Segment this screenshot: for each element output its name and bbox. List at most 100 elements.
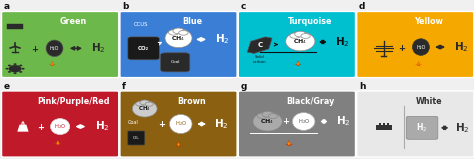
Text: H$_2$: H$_2$ — [416, 122, 428, 134]
Text: CH$_4$: CH$_4$ — [138, 104, 151, 113]
FancyBboxPatch shape — [1, 91, 119, 157]
Text: Pink/Purple/Red: Pink/Purple/Red — [37, 97, 110, 106]
Ellipse shape — [46, 40, 63, 57]
Ellipse shape — [8, 65, 11, 66]
Ellipse shape — [292, 113, 315, 130]
FancyBboxPatch shape — [356, 11, 474, 78]
Text: Coal: Coal — [170, 60, 180, 64]
Text: H$_2$: H$_2$ — [454, 40, 469, 54]
Text: H$_2$O: H$_2$O — [54, 122, 66, 131]
Ellipse shape — [268, 114, 277, 118]
Text: +: + — [282, 117, 289, 126]
Polygon shape — [18, 125, 28, 132]
Text: CH$_4$: CH$_4$ — [293, 37, 308, 46]
Text: +: + — [31, 45, 38, 54]
Bar — [379, 123, 381, 125]
Polygon shape — [297, 62, 300, 66]
Text: H$_2$: H$_2$ — [214, 117, 228, 131]
Ellipse shape — [22, 68, 25, 70]
FancyBboxPatch shape — [238, 11, 356, 78]
Ellipse shape — [262, 111, 273, 117]
Ellipse shape — [170, 114, 192, 134]
Text: H$_2$: H$_2$ — [335, 35, 349, 49]
Text: OIL: OIL — [133, 136, 139, 140]
Text: g: g — [240, 82, 247, 91]
Polygon shape — [418, 62, 420, 66]
Text: CCUS: CCUS — [134, 22, 148, 27]
Text: H$_2$: H$_2$ — [215, 33, 230, 46]
Text: H₂O: H₂O — [50, 46, 59, 51]
Polygon shape — [247, 37, 272, 53]
Text: C: C — [257, 41, 262, 48]
Ellipse shape — [179, 30, 188, 35]
Ellipse shape — [295, 31, 306, 37]
Bar — [383, 123, 384, 125]
Text: c: c — [240, 2, 246, 11]
Ellipse shape — [51, 119, 70, 135]
Text: b: b — [122, 2, 128, 11]
Polygon shape — [288, 141, 291, 146]
Text: Green: Green — [60, 17, 87, 26]
Polygon shape — [284, 140, 294, 146]
Ellipse shape — [257, 113, 267, 118]
Polygon shape — [48, 61, 56, 66]
Ellipse shape — [14, 72, 17, 74]
Ellipse shape — [14, 63, 17, 65]
Text: h: h — [359, 82, 365, 91]
FancyBboxPatch shape — [406, 116, 438, 139]
Text: Blue: Blue — [182, 17, 202, 26]
Text: H₂O: H₂O — [416, 45, 426, 50]
Text: CH$_4$: CH$_4$ — [171, 34, 186, 43]
Text: d: d — [359, 2, 365, 11]
Text: +: + — [37, 123, 45, 132]
Ellipse shape — [140, 100, 149, 105]
Text: H$_2$: H$_2$ — [456, 121, 470, 135]
Polygon shape — [174, 141, 183, 147]
Ellipse shape — [6, 68, 9, 70]
FancyBboxPatch shape — [120, 91, 237, 157]
FancyBboxPatch shape — [128, 131, 145, 145]
Text: Yellow: Yellow — [414, 17, 443, 26]
Text: H$_2$: H$_2$ — [336, 115, 350, 128]
Polygon shape — [51, 62, 54, 66]
Text: H$_2$: H$_2$ — [91, 41, 106, 55]
Ellipse shape — [8, 71, 11, 73]
Ellipse shape — [168, 30, 179, 35]
Text: H$_2$: H$_2$ — [94, 120, 109, 133]
Ellipse shape — [173, 28, 184, 34]
Ellipse shape — [132, 100, 157, 117]
Ellipse shape — [19, 71, 22, 73]
Polygon shape — [177, 142, 180, 146]
Ellipse shape — [136, 101, 145, 106]
Text: H$_2$O: H$_2$O — [174, 120, 187, 128]
Text: CO₂: CO₂ — [138, 46, 149, 51]
Ellipse shape — [19, 65, 22, 66]
Polygon shape — [54, 140, 62, 145]
Ellipse shape — [145, 102, 153, 106]
Text: Turquoise: Turquoise — [288, 17, 333, 26]
Polygon shape — [57, 141, 59, 145]
FancyBboxPatch shape — [238, 91, 356, 157]
Ellipse shape — [286, 32, 315, 51]
Text: Solid
carbon: Solid carbon — [253, 55, 266, 64]
Text: H$_2$O: H$_2$O — [298, 117, 310, 126]
Text: f: f — [122, 82, 126, 91]
Ellipse shape — [301, 34, 310, 38]
Text: a: a — [4, 2, 10, 11]
FancyBboxPatch shape — [120, 11, 237, 78]
FancyBboxPatch shape — [128, 37, 159, 60]
Bar — [376, 125, 392, 130]
Bar — [7, 24, 23, 29]
Ellipse shape — [253, 112, 282, 131]
Polygon shape — [415, 61, 423, 66]
FancyBboxPatch shape — [161, 53, 190, 72]
Ellipse shape — [9, 65, 21, 72]
Text: e: e — [4, 82, 10, 91]
Bar — [387, 123, 389, 125]
FancyBboxPatch shape — [356, 91, 474, 157]
Polygon shape — [293, 61, 302, 66]
Text: CH$_4$: CH$_4$ — [260, 117, 275, 126]
Text: +: + — [158, 120, 165, 128]
Ellipse shape — [412, 39, 429, 55]
Text: Black/Gray: Black/Gray — [286, 97, 335, 106]
